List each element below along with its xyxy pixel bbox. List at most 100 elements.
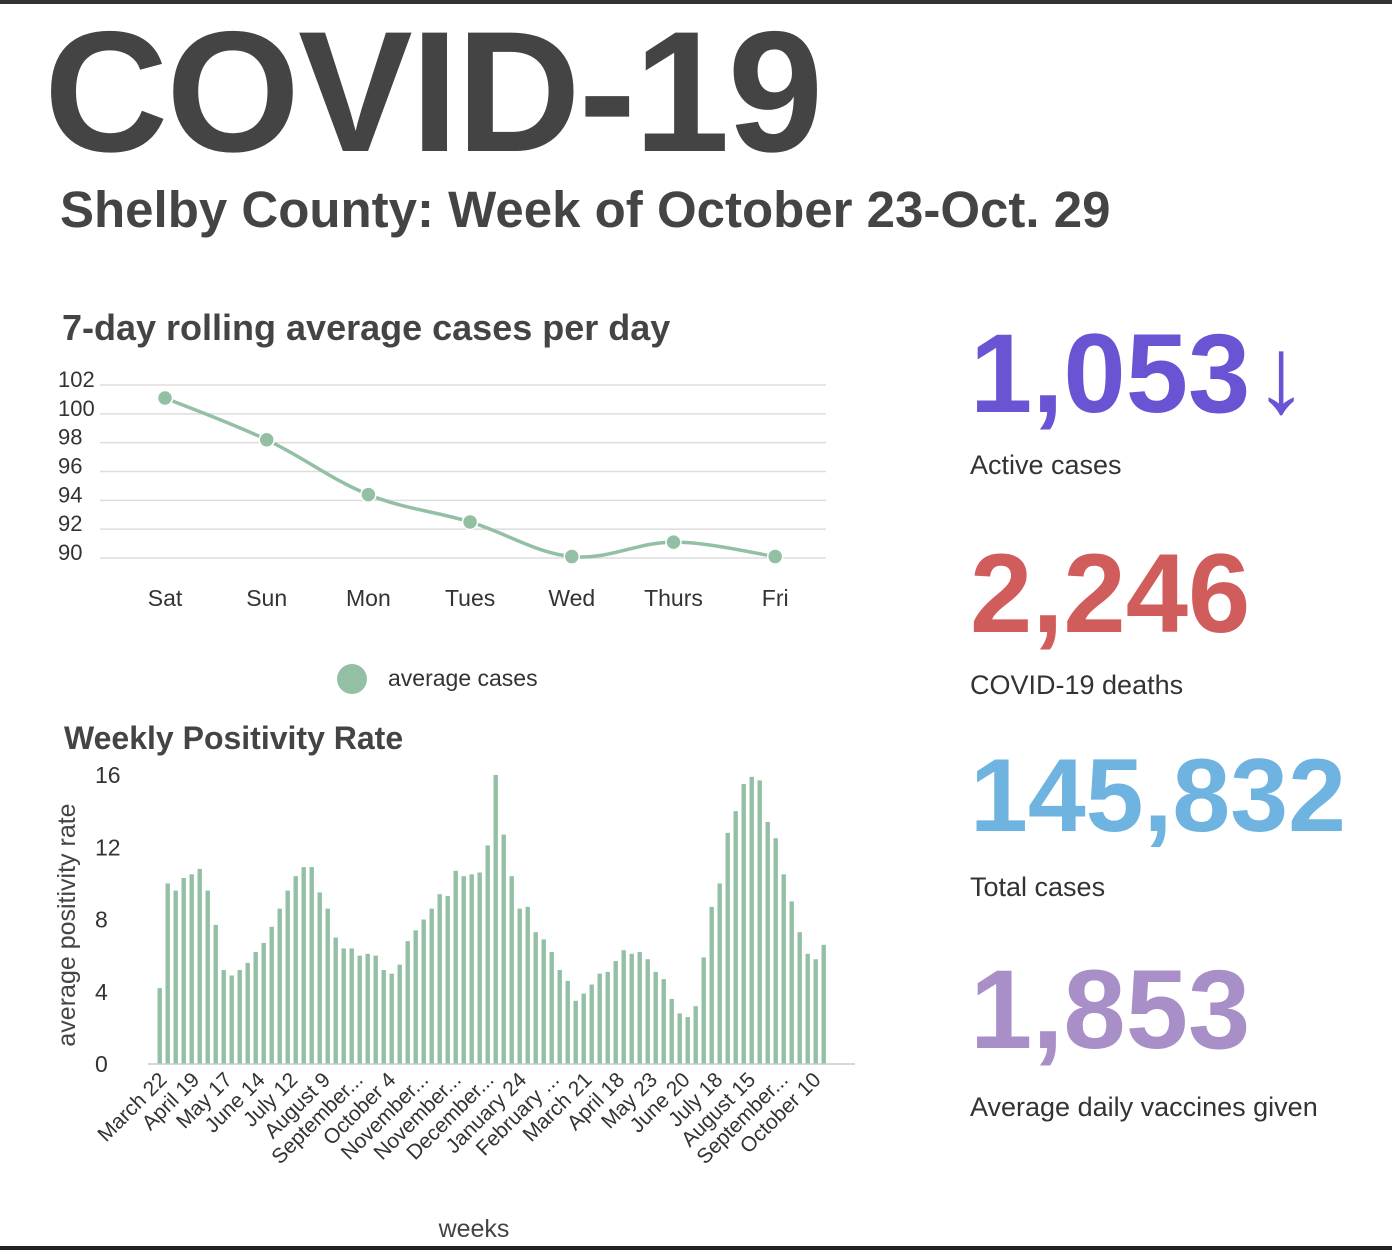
bar-week-15[interactable]: [269, 926, 274, 1064]
total-cases-value: 145,832: [970, 738, 1346, 854]
y-tick-label: 102: [58, 367, 95, 392]
line-point-fri[interactable]: [766, 548, 784, 565]
bar-week-56[interactable]: [597, 973, 602, 1064]
bar-week-2[interactable]: [165, 883, 170, 1064]
bar-week-76[interactable]: [757, 780, 762, 1064]
bar-week-50[interactable]: [549, 952, 554, 1064]
bar-week-12[interactable]: [245, 962, 250, 1064]
bar-week-72[interactable]: [725, 832, 730, 1064]
bar-week-18[interactable]: [293, 876, 298, 1064]
bar-week-33[interactable]: [413, 930, 418, 1064]
bar-week-59[interactable]: [621, 950, 626, 1064]
top-border: [0, 0, 1392, 4]
bar-week-71[interactable]: [717, 883, 722, 1064]
line-point-tues[interactable]: [461, 513, 479, 531]
line-point-mon[interactable]: [360, 486, 377, 503]
bar-week-77[interactable]: [765, 821, 770, 1064]
bar-week-22[interactable]: [325, 908, 330, 1064]
legend-swatch: [337, 664, 367, 694]
bar-week-48[interactable]: [533, 932, 538, 1064]
bar-week-25[interactable]: [349, 948, 354, 1064]
bar-week-10[interactable]: [229, 975, 234, 1064]
bar-week-51[interactable]: [557, 970, 562, 1064]
bar-week-8[interactable]: [213, 924, 218, 1064]
bar-week-21[interactable]: [317, 892, 322, 1064]
bar-week-30[interactable]: [389, 973, 394, 1064]
stat-active-cases: 1,053↓ Active cases: [970, 318, 1308, 481]
bar-week-61[interactable]: [637, 952, 642, 1064]
bar-week-60[interactable]: [629, 953, 634, 1064]
bar-week-20[interactable]: [309, 867, 314, 1064]
bar-week-7[interactable]: [205, 890, 210, 1064]
bar-week-28[interactable]: [373, 955, 378, 1064]
bottom-border: [0, 1246, 1392, 1250]
active-cases-number: 1,053: [970, 311, 1251, 436]
bar-week-45[interactable]: [509, 876, 514, 1064]
bar-week-1[interactable]: [157, 988, 162, 1064]
bar-week-47[interactable]: [525, 906, 530, 1064]
bar-week-42[interactable]: [485, 845, 490, 1064]
bar-week-65[interactable]: [669, 998, 674, 1064]
bar-week-53[interactable]: [573, 1000, 578, 1064]
bar-week-84[interactable]: [821, 944, 826, 1064]
bar-week-70[interactable]: [709, 906, 714, 1064]
bar-week-44[interactable]: [501, 834, 506, 1064]
bar-week-4[interactable]: [181, 877, 186, 1064]
bar-week-23[interactable]: [333, 937, 338, 1064]
bar-week-55[interactable]: [589, 984, 594, 1064]
bar-week-74[interactable]: [741, 784, 746, 1064]
bar-week-3[interactable]: [173, 890, 178, 1064]
bar-week-17[interactable]: [285, 890, 290, 1064]
line-point-sun[interactable]: [258, 431, 275, 449]
bar-week-34[interactable]: [421, 919, 426, 1065]
bar-week-52[interactable]: [565, 980, 570, 1064]
bar-week-5[interactable]: [189, 874, 194, 1064]
bar-week-9[interactable]: [221, 970, 226, 1064]
bar-week-32[interactable]: [405, 941, 410, 1064]
line-point-sat[interactable]: [156, 389, 174, 407]
bar-week-36[interactable]: [437, 894, 442, 1064]
bar-week-19[interactable]: [301, 867, 306, 1064]
bar-week-35[interactable]: [429, 908, 434, 1064]
bar-week-57[interactable]: [605, 971, 610, 1064]
bar-week-40[interactable]: [469, 874, 474, 1064]
bar-week-43[interactable]: [493, 775, 498, 1064]
bar-week-29[interactable]: [381, 970, 386, 1064]
bar-week-41[interactable]: [477, 872, 482, 1064]
bar-week-68[interactable]: [693, 1006, 698, 1064]
bar-week-11[interactable]: [237, 970, 242, 1064]
bar-week-13[interactable]: [253, 952, 258, 1064]
bar-week-38[interactable]: [453, 870, 458, 1064]
bar-week-62[interactable]: [645, 959, 650, 1064]
bar-week-66[interactable]: [677, 1013, 682, 1064]
bar-week-82[interactable]: [805, 953, 810, 1064]
bar-week-39[interactable]: [461, 876, 466, 1064]
bar-week-63[interactable]: [653, 971, 658, 1064]
bar-week-73[interactable]: [733, 811, 738, 1064]
bar-week-24[interactable]: [341, 948, 346, 1064]
bar-week-46[interactable]: [517, 908, 522, 1064]
line-point-thurs[interactable]: [665, 533, 682, 551]
bar-week-27[interactable]: [365, 953, 370, 1064]
bar-week-14[interactable]: [261, 942, 266, 1064]
bar-week-16[interactable]: [277, 908, 282, 1064]
bar-week-69[interactable]: [701, 957, 706, 1064]
bar-week-78[interactable]: [773, 838, 778, 1064]
vaccines-label: Average daily vaccines given: [970, 1092, 1318, 1122]
bar-week-67[interactable]: [685, 1017, 690, 1064]
bar-week-81[interactable]: [797, 932, 802, 1064]
bar-week-75[interactable]: [749, 776, 754, 1064]
line-point-wed[interactable]: [563, 548, 581, 565]
bar-week-54[interactable]: [581, 993, 586, 1064]
bar-week-31[interactable]: [397, 964, 402, 1064]
bar-week-83[interactable]: [813, 959, 818, 1064]
bar-week-79[interactable]: [781, 874, 786, 1064]
bar-week-37[interactable]: [445, 896, 450, 1064]
bar-week-26[interactable]: [357, 955, 362, 1064]
stat-vaccines: 1,853 Average daily vaccines given: [970, 954, 1318, 1123]
bar-week-6[interactable]: [197, 868, 202, 1064]
bar-week-80[interactable]: [789, 901, 794, 1064]
bar-week-58[interactable]: [613, 961, 618, 1064]
bar-week-49[interactable]: [541, 939, 546, 1064]
bar-week-64[interactable]: [661, 979, 666, 1064]
